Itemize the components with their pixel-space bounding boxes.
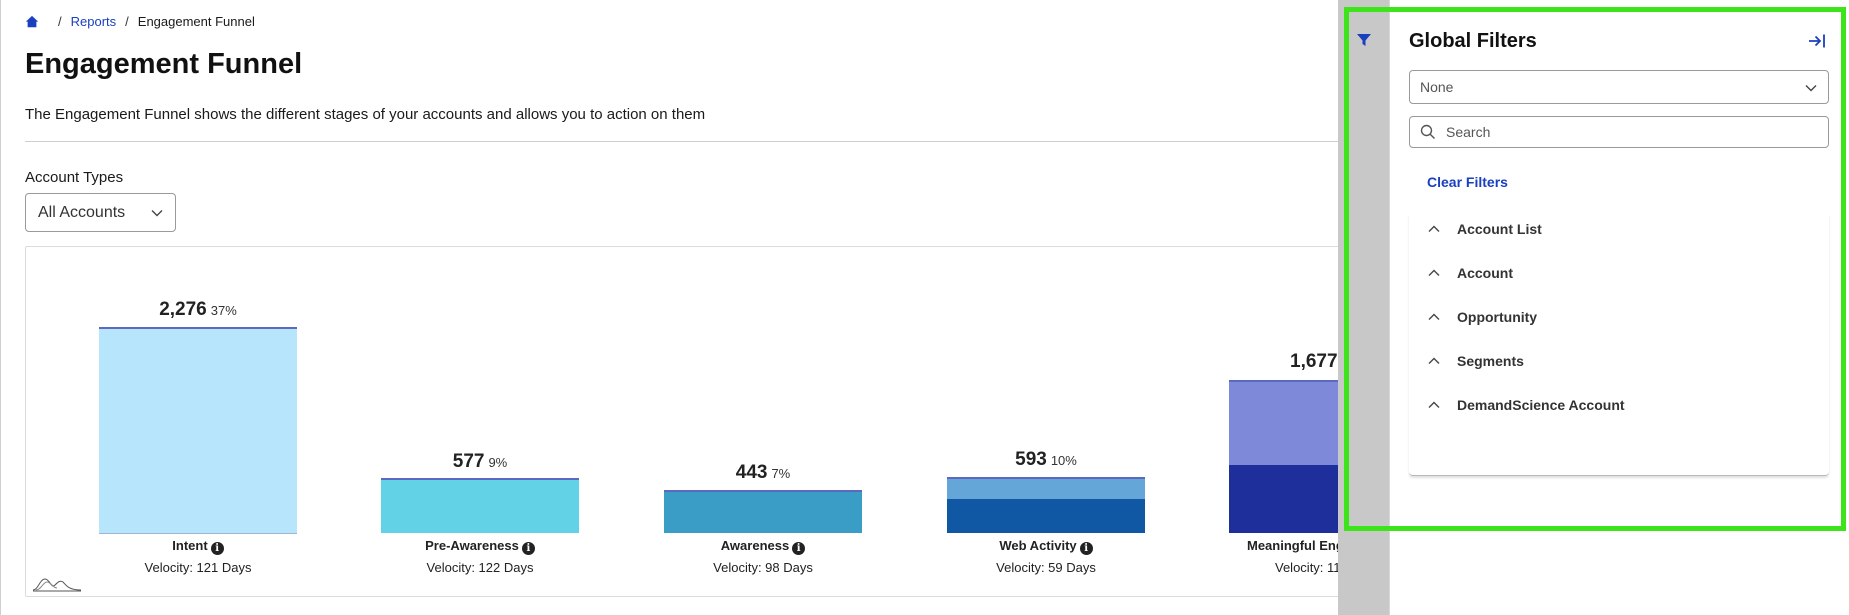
chevron-up-icon xyxy=(1428,401,1440,408)
collapse-panel-icon[interactable] xyxy=(1808,33,1826,49)
search-input[interactable] xyxy=(1446,124,1816,140)
stage-velocity: Velocity: 11 xyxy=(1275,560,1341,575)
filter-group-account[interactable]: Account xyxy=(1409,258,1829,288)
bar-top-line xyxy=(947,477,1145,479)
global-filter-search xyxy=(1409,116,1829,148)
funnel-bar-meaningful-top[interactable] xyxy=(1229,382,1344,465)
bar-top-line xyxy=(1229,380,1344,382)
trend-lines-icon[interactable] xyxy=(32,576,82,592)
stage-name: Web Activity xyxy=(999,538,1077,553)
stage-count: 1,677 xyxy=(1290,351,1344,373)
bar-baseline xyxy=(99,533,297,534)
bar-top-line xyxy=(99,327,297,329)
breadcrumb-separator: / xyxy=(58,14,62,29)
stage-name: Meaningful Eng xyxy=(1247,538,1344,553)
breadcrumb-reports-link[interactable]: Reports xyxy=(70,14,117,29)
stage-percent: 7% xyxy=(771,466,791,481)
stage-count-value: 443 xyxy=(735,462,768,483)
stage-name: Intent xyxy=(172,538,208,553)
stage-count-value: 577 xyxy=(452,451,485,472)
info-icon[interactable]: i xyxy=(1079,542,1093,555)
funnel-stage-web-activity[interactable]: 593 10% Web Activity i Velocity: 59 Days xyxy=(947,247,1145,596)
funnel-stage-meaningful-engagement[interactable]: 1,677 Meaningful Eng Velocity: 11 xyxy=(1229,247,1344,596)
info-icon[interactable]: i xyxy=(792,542,806,555)
filter-icon[interactable] xyxy=(1356,33,1372,47)
breadcrumb: / Reports / Engagement Funnel xyxy=(25,14,255,29)
funnel-bar-web-activity-top[interactable] xyxy=(947,479,1145,499)
breadcrumb-current: Engagement Funnel xyxy=(137,14,255,29)
chevron-up-icon xyxy=(1428,225,1440,232)
filter-group-opportunity[interactable]: Opportunity xyxy=(1409,302,1829,332)
stage-percent: 10% xyxy=(1050,453,1077,468)
stage-name: Awareness xyxy=(720,538,790,553)
stage-velocity: Velocity: 121 Days xyxy=(144,560,252,575)
stage-count-value: 593 xyxy=(1015,449,1047,470)
account-types-value: All Accounts xyxy=(38,203,126,221)
bar-top-line xyxy=(381,478,579,480)
chevron-down-icon xyxy=(151,210,163,217)
filter-group-label: Segments xyxy=(1457,353,1524,369)
filter-group-demandscience-account[interactable]: DemandScience Account xyxy=(1409,390,1829,420)
stage-velocity: Velocity: 122 Days xyxy=(426,560,534,575)
bar-top-line xyxy=(664,490,862,492)
page-title: Engagement Funnel xyxy=(25,48,303,80)
chevron-up-icon xyxy=(1428,357,1440,364)
chevron-up-icon xyxy=(1428,313,1440,320)
global-filter-select[interactable]: None xyxy=(1409,70,1829,104)
page-description: The Engagement Funnel shows the differen… xyxy=(25,106,706,123)
stage-percent: 37% xyxy=(210,303,237,318)
stage-label: Meaningful Eng xyxy=(1247,538,1344,553)
info-icon[interactable]: i xyxy=(210,542,224,555)
filter-group-label: Account List xyxy=(1457,221,1542,237)
filter-rail xyxy=(1338,0,1389,615)
stage-label: Intent i xyxy=(99,538,297,555)
chevron-down-icon xyxy=(1805,85,1817,92)
stage-velocity: Velocity: 59 Days xyxy=(996,560,1096,575)
home-icon[interactable] xyxy=(25,15,39,29)
account-types-label: Account Types xyxy=(25,169,124,186)
stage-percent: 9% xyxy=(488,455,508,470)
funnel-chart-panel: 2,276 37% Intent i Velocity: 121 Days 577 9… xyxy=(25,246,1345,597)
stage-velocity: Velocity: 98 Days xyxy=(713,560,813,575)
clear-filters-button[interactable]: Clear Filters xyxy=(1427,174,1508,190)
stage-label: Pre-Awareness i xyxy=(381,538,579,555)
funnel-bar-meaningful-bottom[interactable] xyxy=(1229,465,1344,533)
funnel-bar-awareness[interactable] xyxy=(664,492,862,533)
funnel-stage-awareness[interactable]: 443 7% Awareness i Velocity: 98 Days xyxy=(664,247,862,596)
search-icon xyxy=(1420,124,1435,139)
divider xyxy=(25,141,1345,142)
info-icon[interactable]: i xyxy=(521,542,535,555)
funnel-stage-pre-awareness[interactable]: 577 9% Pre-Awareness i Velocity: 122 Days xyxy=(381,247,579,596)
stage-count: 577 9% xyxy=(381,451,579,473)
funnel-bar-pre-awareness[interactable] xyxy=(381,480,579,533)
stage-name: Pre-Awareness xyxy=(425,538,519,553)
funnel-bar-web-activity-bottom[interactable] xyxy=(947,499,1145,533)
stage-count: 593 10% xyxy=(947,449,1145,471)
chevron-up-icon xyxy=(1428,269,1440,276)
stage-count: 2,276 37% xyxy=(99,299,297,321)
global-filter-select-value: None xyxy=(1420,79,1454,95)
stage-label: Web Activity i xyxy=(947,538,1145,555)
filter-group-label: Opportunity xyxy=(1457,309,1538,325)
filter-group-list: Account List Account Opportunity Segment… xyxy=(1409,214,1829,476)
filter-group-label: Account xyxy=(1457,265,1513,281)
account-types-select[interactable]: All Accounts xyxy=(25,193,176,232)
filter-group-account-list[interactable]: Account List xyxy=(1409,214,1829,244)
funnel-bar-intent[interactable] xyxy=(99,329,297,533)
filter-group-segments[interactable]: Segments xyxy=(1409,346,1829,376)
stage-label: Awareness i xyxy=(664,538,862,555)
stage-count: 443 7% xyxy=(664,462,862,484)
funnel-stage-intent[interactable]: 2,276 37% Intent i Velocity: 121 Days xyxy=(99,247,297,596)
stage-count-value: 2,276 xyxy=(159,299,207,320)
stage-count-value: 1,677 xyxy=(1290,351,1338,372)
breadcrumb-separator: / xyxy=(125,14,129,29)
filter-group-label: DemandScience Account xyxy=(1457,397,1625,413)
global-filters-title: Global Filters xyxy=(1409,30,1537,52)
global-filters-panel: Global Filters None Clear Filters Accoun… xyxy=(1389,0,1849,615)
